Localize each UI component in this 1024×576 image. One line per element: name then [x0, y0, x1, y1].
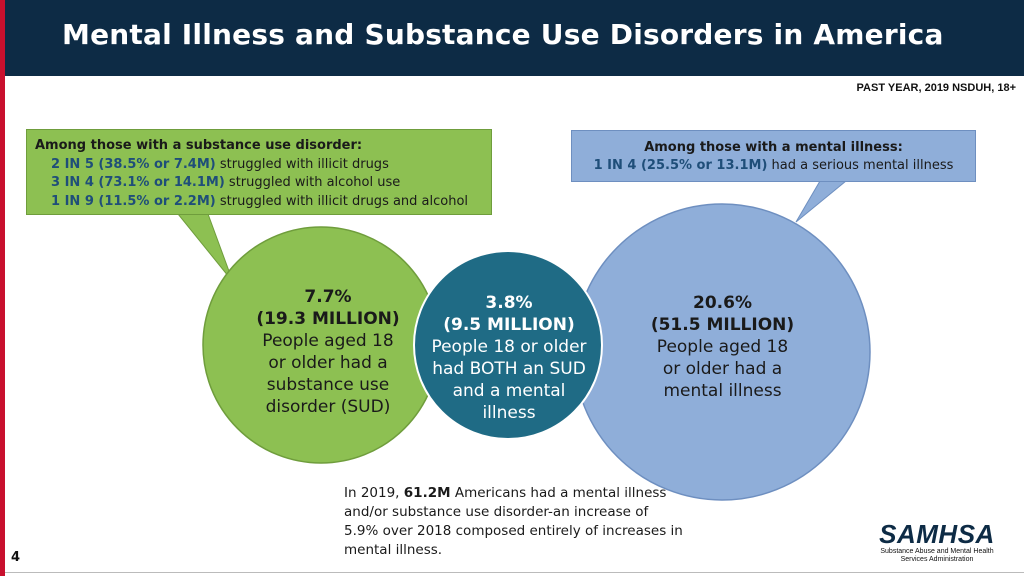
samhsa-logo: SAMHSA Substance Abuse and Mental Health…	[862, 520, 1012, 564]
sud-stat-value: 1 IN 9 (11.5% or 2.2M)	[51, 193, 216, 209]
sud-callout-pointer	[176, 213, 234, 283]
both-desc-line: had BOTH an SUD	[432, 359, 586, 379]
note-body: Americans had a mental illness and/or su…	[344, 485, 683, 558]
left-accent-bar	[0, 0, 5, 576]
logo-subtitle: Services Administration	[900, 556, 974, 563]
mi-stat-row: 1 IN 4 (25.5% or 13.1M) had a serious me…	[578, 157, 969, 175]
sud-stat-row: 1 IN 9 (11.5% or 2.2M) struggled with il…	[35, 193, 483, 212]
mi-callout-pointer	[795, 180, 848, 223]
mi-circle-text: 20.6% (51.5 MILLION) People aged 18 or o…	[620, 292, 825, 402]
logo-subtitle: Substance Abuse and Mental Health	[880, 548, 994, 555]
note-prefix: In 2019,	[344, 485, 400, 501]
both-desc-line: and a mental	[452, 381, 566, 401]
sud-desc-line: or older had a	[268, 353, 388, 373]
sud-stat-value: 3 IN 4 (73.1% or 14.1M)	[51, 175, 225, 190]
mi-stat-text: had a serious mental illness	[771, 158, 954, 173]
both-desc-line: People 18 or older	[431, 337, 587, 357]
summary-note: In 2019, 61.2M Americans had a mental il…	[344, 484, 684, 560]
header-banner	[5, 0, 1024, 76]
mi-desc-line: mental illness	[663, 381, 782, 401]
sud-callout-heading: Among those with a substance use disorde…	[35, 138, 363, 153]
sud-stat-row: 3 IN 4 (73.1% or 14.1M) struggled with a…	[35, 174, 483, 193]
source-note: PAST YEAR, 2019 NSDUH, 18+	[856, 82, 1016, 94]
sud-circle-text: 7.7% (19.3 MILLION) People aged 18 or ol…	[228, 286, 428, 418]
sud-stat-text: struggled with illicit drugs and alcohol	[219, 193, 469, 209]
logo-wordmark: SAMHSA	[879, 519, 995, 549]
mi-callout-box: Among those with a mental illness: 1 IN …	[571, 130, 976, 182]
both-circle	[413, 250, 603, 440]
mi-desc-line: People aged 18	[656, 337, 789, 357]
both-circle-text: 3.8% (9.5 MILLION) People 18 or older ha…	[414, 292, 604, 424]
sud-callout-box: Among those with a substance use disorde…	[26, 129, 492, 215]
sud-desc-line: People aged 18	[262, 331, 394, 351]
mi-callout-heading: Among those with a mental illness:	[644, 140, 903, 155]
page-title: Mental Illness and Substance Use Disorde…	[62, 18, 944, 51]
mi-percent: 20.6%	[693, 293, 752, 313]
mi-desc-line: or older had a	[662, 359, 783, 379]
both-count: (9.5 MILLION)	[443, 315, 575, 335]
sud-stat-value: 2 IN 5 (38.5% or 7.4M)	[51, 156, 216, 172]
mi-stat-value: 1 IN 4 (25.5% or 13.1M)	[593, 158, 768, 173]
sud-stat-text: struggled with illicit drugs	[219, 156, 389, 172]
both-desc-line: illness	[482, 403, 536, 423]
bottom-divider	[5, 572, 1024, 573]
sud-desc-line: substance use	[266, 375, 390, 395]
sud-count: (19.3 MILLION)	[256, 309, 400, 329]
sud-percent: 7.7%	[304, 287, 352, 307]
sud-stat-text: struggled with alcohol use	[228, 175, 401, 190]
mi-count: (51.5 MILLION)	[650, 315, 795, 335]
sud-desc-line: disorder (SUD)	[265, 397, 391, 417]
note-highlight: 61.2M	[403, 485, 451, 501]
both-percent: 3.8%	[485, 293, 533, 313]
page-number: 4	[11, 550, 21, 565]
sud-stat-row: 2 IN 5 (38.5% or 7.4M) struggled with il…	[35, 156, 483, 175]
